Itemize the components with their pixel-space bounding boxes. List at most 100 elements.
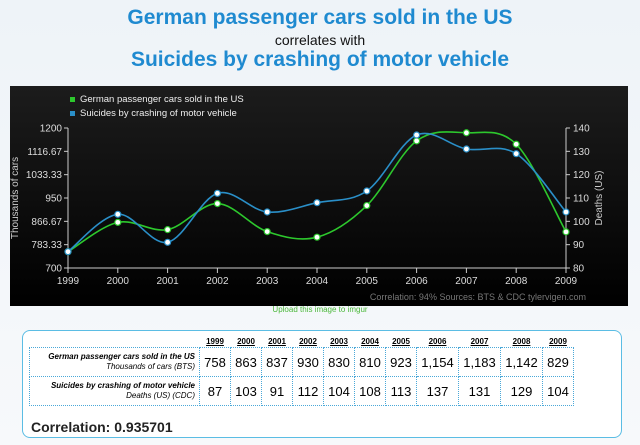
data-point-cars	[462, 129, 470, 137]
data-point-suicides	[413, 131, 421, 139]
table-cell: 829	[542, 347, 574, 377]
table-cell: 131	[458, 376, 501, 406]
year-header: 2001	[268, 336, 286, 346]
year-header: 1999	[206, 336, 224, 346]
data-point-suicides	[562, 208, 570, 216]
x-tick-label: 1999	[57, 276, 80, 287]
row-series-name: Suicides by crashing of motor vehicle	[50, 381, 195, 390]
table-cell: 129	[500, 376, 543, 406]
correlation-value: Correlation: 0.935701	[31, 419, 173, 435]
x-tick-label: 2002	[206, 276, 229, 287]
data-point-suicides	[313, 199, 321, 207]
data-point-cars	[562, 228, 570, 236]
year-header: 2008	[512, 336, 531, 346]
table-row: German passenger cars sold in the US Thou…	[29, 347, 574, 377]
table-cell: 104	[323, 376, 355, 406]
data-table: 1999 2000 2001 2002 2003 2004 2005 2006 2007 2008…	[29, 335, 574, 406]
year-header: 2004	[361, 336, 379, 346]
data-point-suicides	[213, 189, 221, 197]
left-axis-title: Thousands of cars	[10, 157, 21, 239]
x-tick-label: 2006	[405, 276, 428, 287]
right-axis-title: Deaths (US)	[594, 170, 605, 225]
table-cell: 923	[385, 347, 417, 377]
right-tick-label: 110	[573, 194, 589, 205]
x-tick-label: 2004	[306, 276, 329, 287]
data-table-panel: 1999 2000 2001 2002 2003 2004 2005 2006 2007 2008…	[22, 330, 622, 438]
table-corner	[30, 335, 200, 348]
year-header: 2007	[470, 336, 489, 346]
data-point-suicides	[164, 238, 172, 246]
year-header: 2002	[299, 336, 317, 346]
table-cell: 830	[323, 347, 355, 377]
table-row: Suicides by crashing of motor vehicle Dea…	[29, 376, 574, 406]
row-unit: Deaths (US) (CDC)	[126, 391, 195, 400]
right-tick-label: 120	[573, 170, 590, 181]
x-tick-label: 2005	[356, 276, 379, 287]
right-tick-label: 140	[573, 124, 590, 135]
right-tick-label: 130	[573, 147, 590, 158]
x-tick-label: 2009	[555, 276, 578, 287]
left-tick-label: 950	[45, 194, 62, 205]
table-cell: 108	[354, 376, 386, 406]
right-tick-label: 90	[573, 240, 585, 251]
data-point-cars	[164, 226, 172, 234]
title-line-1: German passenger cars sold in the US	[127, 6, 513, 29]
x-tick-label: 2000	[107, 276, 130, 287]
left-tick-label: 700	[45, 264, 62, 275]
left-tick-label: 1200	[40, 124, 63, 135]
data-point-cars	[313, 233, 321, 241]
table-cell: 810	[354, 347, 386, 377]
legend-swatch-suicides	[70, 111, 75, 116]
table-cell: 104	[542, 376, 574, 406]
year-header: 2005	[392, 336, 410, 346]
year-header-row: 1999 2000 2001 2002 2003 2004 2005 2006 2007 2008…	[30, 335, 574, 348]
data-point-cars	[363, 201, 371, 210]
data-point-suicides	[462, 145, 470, 153]
connector-text: correlates with	[274, 32, 366, 48]
table-cell: 1,142	[500, 347, 543, 377]
left-tick-label: 1116.67	[27, 147, 62, 158]
legend-label-cars: German passenger cars sold in the US	[80, 94, 244, 105]
chart-background	[10, 86, 628, 306]
table-cell: 137	[416, 376, 459, 406]
table-cell: 91	[261, 376, 293, 406]
left-tick-label: 783.33	[31, 240, 62, 251]
data-point-cars	[413, 137, 421, 145]
data-point-cars	[213, 199, 221, 208]
upload-link[interactable]: Upload this image to imgur	[272, 305, 368, 314]
title-line-2: Suicides by crashing of motor vehicle	[130, 48, 510, 71]
data-point-suicides	[363, 187, 371, 195]
year-header: 2006	[428, 336, 447, 346]
data-point-cars	[512, 140, 520, 148]
left-tick-label: 1033.33	[26, 170, 63, 181]
table-cell: 87	[199, 376, 231, 406]
table-cell: 758	[199, 347, 231, 377]
year-header: 2000	[237, 336, 255, 346]
x-tick-label: 2001	[156, 276, 179, 287]
data-point-suicides	[114, 210, 122, 218]
row-label: Suicides by crashing of motor vehicle Dea…	[29, 376, 200, 406]
table-cell: 112	[292, 376, 324, 406]
table-cell: 863	[230, 347, 262, 377]
left-tick-label: 866.67	[31, 217, 62, 228]
year-header: 2003	[330, 336, 348, 346]
legend-swatch-cars	[70, 97, 75, 102]
x-tick-label: 2008	[505, 276, 528, 287]
series-line-cars	[67, 131, 567, 253]
table-cell: 113	[385, 376, 417, 406]
data-point-suicides	[512, 150, 520, 158]
data-point-suicides	[64, 248, 72, 256]
x-tick-label: 2007	[455, 276, 478, 287]
table-cell: 1,154	[416, 347, 459, 377]
table-cell: 930	[292, 347, 324, 377]
row-series-name: German passenger cars sold in the US	[48, 352, 195, 361]
year-header: 2009	[549, 336, 567, 346]
table-cell: 103	[230, 376, 262, 406]
x-tick-label: 2003	[256, 276, 279, 287]
right-tick-label: 100	[573, 217, 590, 228]
row-unit: Thousands of cars (BTS)	[106, 362, 195, 371]
table-cell: 1,183	[458, 347, 501, 377]
data-point-cars	[114, 218, 122, 226]
table-cell: 837	[261, 347, 293, 377]
legend-label-suicides: Suicides by crashing of motor vehicle	[80, 108, 237, 119]
